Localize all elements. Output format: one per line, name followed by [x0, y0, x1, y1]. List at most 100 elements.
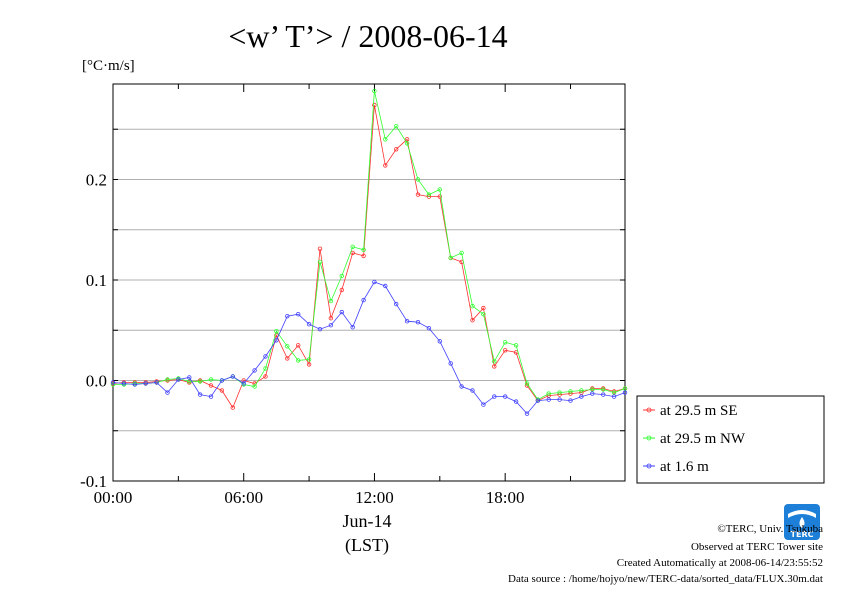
data-point	[459, 250, 464, 256]
legend-label: at 1.6 m	[660, 459, 709, 475]
legend-swatch-marker	[646, 435, 652, 441]
logo-drop	[799, 517, 805, 528]
series-line	[113, 90, 626, 401]
x-axis-date-label: Jun-14	[343, 511, 392, 531]
data-point	[426, 326, 432, 331]
y-axis-unit: [°C·m/s]	[82, 58, 135, 74]
data-point	[317, 327, 323, 332]
plot-frame	[112, 83, 626, 482]
x-tick-label: 18:00	[486, 488, 525, 507]
data-point	[306, 322, 312, 327]
data-point	[110, 380, 116, 385]
data-point	[350, 244, 355, 249]
data-point	[252, 368, 257, 373]
data-point	[568, 389, 573, 394]
data-point	[404, 141, 410, 146]
data-point	[415, 320, 421, 325]
data-point	[372, 88, 377, 94]
data-point	[470, 303, 475, 309]
data-point	[208, 377, 214, 382]
data-point	[557, 390, 562, 395]
x-tick-label: 00:00	[94, 488, 133, 507]
data-point	[524, 381, 530, 386]
data-point	[481, 305, 486, 311]
data-point	[274, 329, 279, 334]
data-point	[230, 405, 235, 410]
created-text: Created Automatically at 2008-06-14/23:5…	[617, 557, 823, 569]
data-point	[285, 356, 290, 361]
data-point	[622, 386, 628, 391]
data-point	[219, 378, 225, 383]
data-point	[394, 301, 399, 307]
data-point	[513, 343, 519, 348]
data-point	[383, 163, 388, 168]
data-point	[361, 253, 366, 259]
y-tick-labels: -0.1 0.0 0.1 0.2	[80, 170, 107, 491]
data-point	[154, 380, 159, 385]
data-point	[339, 273, 344, 279]
logo-text: TERC	[791, 530, 814, 539]
data-point	[165, 377, 170, 382]
data-point	[132, 382, 137, 387]
data-point	[187, 375, 192, 380]
data-point	[219, 388, 225, 393]
y-tick-label: 0.1	[86, 271, 107, 290]
data-point	[285, 344, 290, 349]
data-point	[274, 338, 279, 343]
data-point	[481, 402, 486, 407]
data-point	[187, 379, 192, 384]
data-point	[459, 384, 464, 389]
data-point	[437, 194, 442, 199]
data-point	[492, 359, 497, 364]
data-point	[285, 314, 290, 319]
data-point	[394, 147, 399, 152]
data-point	[524, 411, 530, 416]
data-point	[579, 388, 584, 393]
data-point	[415, 177, 421, 182]
series-1	[110, 102, 628, 410]
data-point	[622, 390, 628, 395]
data-point	[535, 398, 541, 403]
data-point	[252, 384, 257, 389]
data-point	[361, 297, 366, 303]
data-point	[481, 312, 486, 317]
data-point	[339, 309, 344, 315]
data-point	[448, 255, 453, 261]
y-tick-label: 0.0	[86, 371, 107, 390]
data-point	[601, 387, 606, 392]
data-point	[372, 279, 377, 285]
data-point	[306, 357, 312, 362]
logo-wave	[788, 510, 816, 518]
legend-swatch-marker	[646, 407, 652, 413]
legend-swatch-marker	[646, 463, 652, 469]
data-point	[274, 333, 279, 338]
data-point	[513, 399, 519, 404]
data-point	[361, 247, 366, 252]
series-group	[110, 88, 628, 416]
x-axis-timezone-label: (LST)	[345, 535, 389, 556]
data-point	[350, 250, 355, 256]
legend-label: at 29.5 m NW	[660, 431, 746, 447]
series-line	[112, 105, 626, 409]
data-point	[492, 364, 497, 369]
data-point	[143, 381, 148, 386]
data-point	[121, 381, 127, 386]
data-point	[470, 318, 475, 323]
data-point	[208, 394, 214, 399]
data-point	[165, 390, 170, 395]
legend: at 29.5 m SE at 29.5 m NW at 1.6 m	[636, 395, 825, 484]
data-point	[306, 362, 312, 367]
terc-logo: TERC	[784, 504, 820, 540]
data-point	[394, 123, 399, 129]
data-point	[601, 392, 606, 397]
data-point	[590, 391, 595, 396]
data-point	[470, 388, 475, 393]
data-point	[546, 391, 551, 396]
data-point	[503, 348, 508, 353]
data-point	[415, 192, 421, 197]
data-point	[328, 316, 334, 321]
data-point	[176, 377, 181, 382]
data-point	[492, 394, 497, 399]
plot-area	[110, 83, 628, 482]
